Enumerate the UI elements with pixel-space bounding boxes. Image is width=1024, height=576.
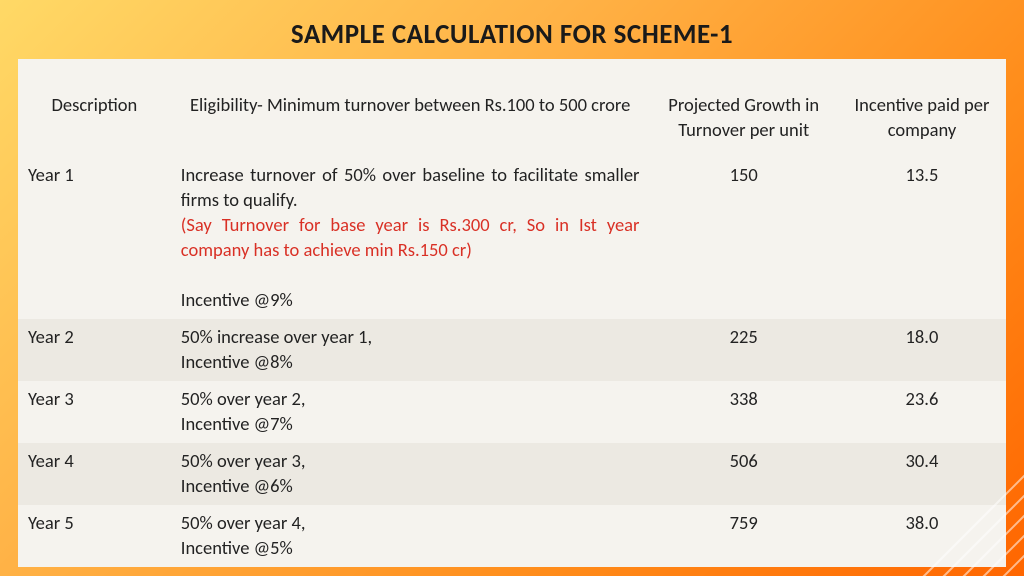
cell-incentive: 38.0 — [838, 505, 1006, 567]
cell-incentive: 18.0 — [838, 319, 1006, 381]
eligibility-text: 50% over year 4, — [181, 511, 640, 536]
eligibility-blank — [181, 263, 640, 288]
eligibility-text: 50% increase over year 1, — [181, 325, 640, 350]
col-header-incentive: Incentive paid per company — [838, 87, 1006, 157]
eligibility-incentive: Incentive @9% — [181, 288, 640, 313]
cell-description: Year 1 — [18, 157, 171, 319]
eligibility-text: 50% over year 3, — [181, 449, 640, 474]
cell-description: Year 5 — [18, 505, 171, 567]
table-spacer-row — [18, 59, 1006, 87]
eligibility-note: (Say Turnover for base year is Rs.300 cr… — [181, 213, 640, 263]
cell-growth: 225 — [650, 319, 838, 381]
col-header-growth: Projected Growth in Turnover per unit — [650, 87, 838, 157]
cell-eligibility: 50% over year 4, Incentive @5% — [171, 505, 650, 567]
cell-description: Year 4 — [18, 443, 171, 505]
cell-eligibility: 50% over year 2, Incentive @7% — [171, 381, 650, 443]
eligibility-incentive: Incentive @7% — [181, 412, 640, 437]
cell-eligibility: Increase turnover of 50% over baseline t… — [171, 157, 650, 319]
col-header-description: Description — [18, 87, 171, 157]
cell-growth: 338 — [650, 381, 838, 443]
cell-description: Year 2 — [18, 319, 171, 381]
eligibility-incentive: Incentive @6% — [181, 474, 640, 499]
cell-eligibility: 50% increase over year 1, Incentive @8% — [171, 319, 650, 381]
cell-growth: 150 — [650, 157, 838, 319]
eligibility-incentive: Incentive @5% — [181, 536, 640, 561]
table-row: Year 4 50% over year 3, Incentive @6% 50… — [18, 443, 1006, 505]
table-row: Year 1 Increase turnover of 50% over bas… — [18, 157, 1006, 319]
slide-title: SAMPLE CALCULATION FOR SCHEME-1 — [18, 18, 1006, 51]
cell-eligibility: 50% over year 3, Incentive @6% — [171, 443, 650, 505]
slide: SAMPLE CALCULATION FOR SCHEME-1 Descript… — [0, 0, 1024, 576]
eligibility-text: Increase turnover of 50% over baseline t… — [181, 163, 640, 213]
col-header-eligibility: Eligibility- Minimum turnover between Rs… — [171, 87, 650, 157]
table-body: Year 1 Increase turnover of 50% over bas… — [18, 157, 1006, 567]
cell-description: Year 3 — [18, 381, 171, 443]
calculation-table: Description Eligibility- Minimum turnove… — [18, 59, 1006, 567]
cell-growth: 759 — [650, 505, 838, 567]
table-row: Year 2 50% increase over year 1, Incenti… — [18, 319, 1006, 381]
cell-incentive: 23.6 — [838, 381, 1006, 443]
cell-growth: 506 — [650, 443, 838, 505]
table-row: Year 3 50% over year 2, Incentive @7% 33… — [18, 381, 1006, 443]
cell-incentive: 13.5 — [838, 157, 1006, 319]
eligibility-text: 50% over year 2, — [181, 387, 640, 412]
eligibility-incentive: Incentive @8% — [181, 350, 640, 375]
table-row: Year 5 50% over year 4, Incentive @5% 75… — [18, 505, 1006, 567]
cell-incentive: 30.4 — [838, 443, 1006, 505]
